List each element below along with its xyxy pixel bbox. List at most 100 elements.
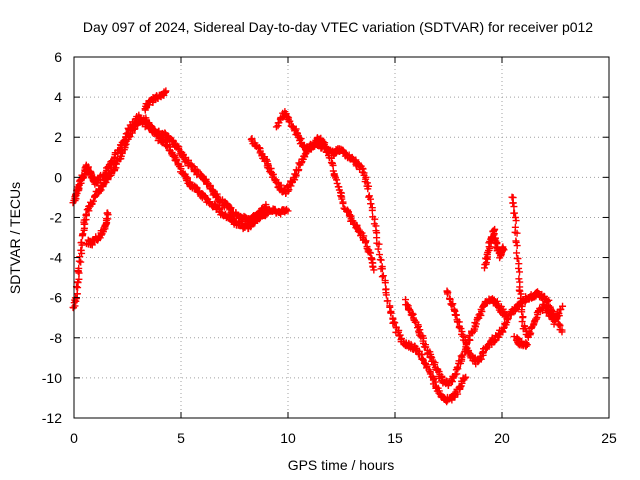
y-tick-label: 2	[54, 129, 62, 145]
data-point	[360, 169, 368, 177]
data-point	[77, 246, 85, 254]
data-point	[83, 206, 91, 214]
y-axis-label: SDTVAR / TECUs	[7, 182, 23, 294]
data-point	[378, 265, 386, 273]
data-point	[458, 379, 466, 387]
data-point	[443, 398, 451, 406]
x-axis-label: GPS time / hours	[288, 457, 395, 473]
data-point	[384, 297, 392, 305]
y-tick-label: -12	[42, 410, 62, 426]
y-tick-label: -10	[42, 370, 62, 386]
data-point	[377, 256, 385, 264]
data-point	[515, 275, 523, 283]
series-track-f	[272, 108, 470, 406]
data-point	[419, 355, 427, 363]
data-point	[89, 197, 97, 205]
y-axis-ticks: -12 -10 -8 -6 -4 -2 0 2 4 6	[42, 49, 609, 426]
data-point	[251, 141, 259, 149]
x-tick-label: 5	[177, 430, 185, 446]
data-point	[386, 303, 394, 311]
data-point	[513, 242, 521, 250]
data-point	[275, 119, 283, 127]
chart-title: Day 097 of 2024, Sidereal Day-to-day VTE…	[83, 19, 593, 35]
y-tick-label: -8	[50, 330, 63, 346]
x-tick-label: 10	[280, 430, 296, 446]
y-tick-label: 6	[54, 49, 62, 65]
data-point	[375, 251, 383, 259]
data-points	[69, 87, 567, 406]
data-point	[82, 211, 90, 219]
data-point	[513, 254, 521, 262]
series-track-h	[443, 287, 566, 368]
series-track-c	[82, 209, 112, 249]
data-point	[361, 239, 369, 247]
data-point	[558, 326, 566, 334]
data-point	[517, 294, 525, 302]
data-point	[277, 210, 285, 218]
series-track-d	[141, 87, 170, 114]
data-point	[269, 170, 277, 178]
series-track-j	[508, 193, 567, 341]
data-point	[284, 207, 292, 215]
data-point	[77, 258, 85, 266]
data-point	[453, 363, 461, 371]
data-point	[500, 246, 508, 254]
data-point	[374, 245, 382, 253]
series-track-b	[69, 114, 292, 312]
data-point	[449, 300, 457, 308]
data-point	[387, 309, 395, 317]
data-point	[362, 173, 370, 181]
series-track-k	[510, 333, 531, 350]
x-tick-label: 15	[387, 430, 403, 446]
data-point	[444, 290, 452, 298]
data-point	[367, 200, 375, 208]
data-point	[391, 319, 399, 327]
data-point	[272, 123, 280, 131]
data-point	[516, 268, 524, 276]
data-point	[282, 205, 290, 213]
data-point	[339, 198, 347, 206]
series-track-i	[480, 225, 508, 272]
grid-lines	[74, 57, 609, 418]
data-point	[368, 206, 376, 214]
data-point	[378, 273, 386, 281]
data-point	[513, 229, 521, 237]
data-point	[379, 272, 387, 280]
data-point	[79, 230, 87, 238]
data-point	[457, 352, 465, 360]
data-point	[78, 238, 86, 246]
data-point	[482, 254, 490, 262]
data-point	[512, 217, 520, 225]
y-tick-label: 4	[54, 89, 62, 105]
data-point	[462, 373, 470, 381]
data-point	[434, 366, 442, 374]
data-point	[509, 199, 517, 207]
data-point	[478, 308, 486, 316]
data-point	[333, 179, 341, 187]
data-point	[285, 186, 293, 194]
data-point	[446, 295, 454, 303]
data-point	[75, 264, 83, 272]
data-point	[518, 318, 526, 326]
data-point	[173, 156, 181, 164]
data-point	[403, 301, 411, 309]
data-point	[255, 144, 263, 152]
data-point	[177, 165, 185, 173]
y-tick-label: 0	[54, 169, 62, 185]
x-tick-label: 25	[601, 430, 617, 446]
data-point	[213, 192, 221, 200]
data-point	[364, 185, 372, 193]
series-track-g	[402, 295, 512, 390]
data-point	[544, 297, 552, 305]
data-point	[381, 279, 389, 287]
data-point	[486, 244, 494, 252]
x-axis-ticks: 0 5 10 15 20 25	[70, 57, 617, 446]
data-point	[375, 240, 383, 248]
data-point	[71, 302, 79, 310]
y-tick-label: -2	[50, 209, 63, 225]
data-point	[448, 301, 456, 309]
data-point	[515, 264, 523, 272]
y-tick-label: -6	[50, 290, 63, 306]
data-point	[559, 302, 567, 310]
